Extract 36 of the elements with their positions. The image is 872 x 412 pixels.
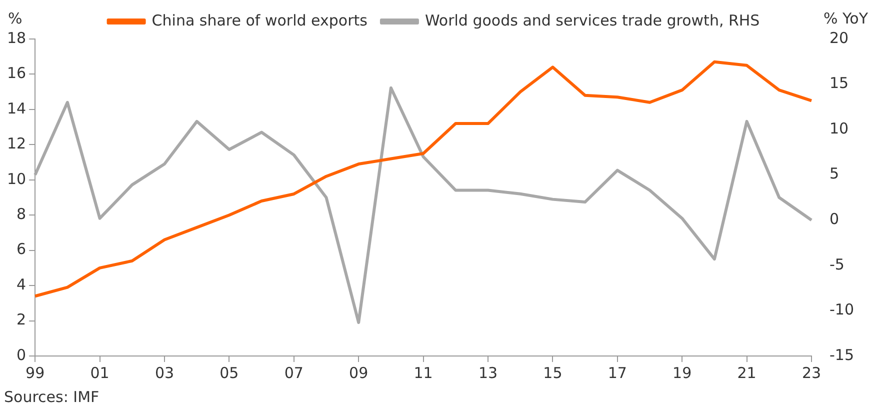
y-tick-label: 2: [16, 310, 26, 329]
x-tick-label: 11: [414, 364, 433, 382]
y-tick-label: 18: [6, 28, 26, 47]
x-tick-label: 21: [737, 364, 756, 382]
y2-tick-label: -5: [830, 255, 844, 274]
x-tick-label: 07: [284, 364, 304, 382]
x-tick-label: 23: [802, 364, 822, 382]
y-tick-label: 6: [16, 240, 26, 258]
y-tick-label: 14: [6, 99, 26, 118]
x-tick-label: 15: [543, 364, 562, 382]
x-tick-label: 19: [672, 364, 692, 382]
x-tick-label: 01: [90, 364, 110, 382]
legend-label: World goods and services trade growth, RHS: [424, 11, 760, 30]
y-tick-label: 16: [6, 64, 26, 82]
x-tick-label: 05: [220, 364, 239, 382]
y2-tick-label: -10: [830, 300, 854, 319]
y2-tick-label: -15: [830, 346, 854, 364]
x-tick-label: 03: [154, 364, 174, 382]
y-axis-title: %: [8, 9, 22, 28]
y-tick-label: 10: [6, 170, 26, 188]
y-tick-label: 8: [16, 205, 26, 223]
y2-tick-label: 0: [830, 210, 840, 228]
y2-tick-label: 5: [830, 164, 840, 183]
y-tick-label: 0: [16, 346, 26, 364]
y2-tick-label: 10: [830, 119, 849, 138]
y2-tick-label: 15: [830, 74, 849, 92]
source-note: Sources: IMF: [4, 388, 100, 406]
y2-axis-title: % YoY: [823, 9, 869, 28]
y-tick-label: 12: [6, 134, 26, 153]
y-tick-label: 4: [16, 275, 26, 294]
x-tick-label: 09: [349, 364, 368, 382]
x-tick-label: 13: [478, 364, 498, 382]
x-tick-label: 17: [608, 364, 627, 382]
x-tick-label: 99: [26, 364, 45, 382]
y2-tick-label: 20: [830, 28, 849, 47]
legend-label: China share of world exports: [152, 11, 368, 30]
